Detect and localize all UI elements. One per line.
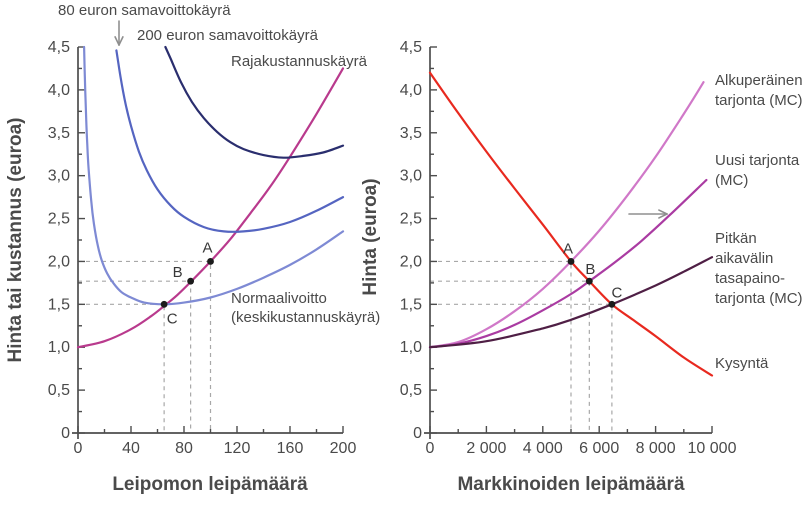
y-tick-label: 4,0 bbox=[48, 82, 70, 99]
curve-label-uusi-tarjonta-mc: Uusi tarjonta (MC) bbox=[715, 152, 800, 189]
point-label-c: C bbox=[167, 310, 178, 327]
point-c bbox=[608, 300, 616, 308]
y-tick-label: 3,0 bbox=[48, 168, 70, 185]
y-tick-label: 3,5 bbox=[48, 125, 70, 142]
bakery-firm-chart: 0 40 80 120 160 200 0 0,5 1,0 1,5 2,0 2,5 3,0 3,5 4,0 4… bbox=[48, 2, 380, 457]
curve-kysynt bbox=[428, 71, 714, 377]
curve-pitk-n-aikav-lin-tasapainotarjonta-mc bbox=[428, 256, 714, 349]
right-x-axis-title: Markkinoiden leipämäärä bbox=[457, 474, 685, 495]
bakery-market-chart: 0 2 000 4 000 6 000 8 000 10 000 0 0,5 1,0 1,5 2,0… bbox=[400, 39, 803, 457]
y-tick-label: 0 bbox=[61, 425, 70, 442]
y-tick-label: 4,5 bbox=[400, 39, 422, 56]
y-tick-label: 2,0 bbox=[48, 253, 70, 270]
x-tick-label: 8 000 bbox=[636, 440, 676, 457]
curve-normaalivoitto-keskikustannusk-yr bbox=[83, 45, 345, 306]
right-y-axis-title: Hinta (euroa) bbox=[360, 178, 381, 296]
point-a bbox=[567, 258, 575, 265]
point-label-b: B bbox=[585, 261, 595, 278]
point-label-a: A bbox=[563, 240, 573, 257]
y-tick-label: 1,0 bbox=[400, 339, 422, 356]
y-tick-label: 1,5 bbox=[400, 296, 422, 313]
x-tick-label: 0 bbox=[426, 440, 435, 457]
y-tick-label: 3,0 bbox=[400, 168, 422, 185]
guide-lines-point-c bbox=[78, 303, 165, 433]
y-tick-label: 1,5 bbox=[48, 296, 70, 313]
curve-label-rajakustannusk-yr: Rajakustannuskäyrä bbox=[231, 53, 368, 70]
point-b bbox=[187, 277, 195, 285]
y-tick-label: 2,5 bbox=[400, 211, 422, 228]
curve-label-200-euron-samavoittok-yr: 200 euron samavoittokäyrä bbox=[137, 27, 319, 44]
curve-label-normaalivoitto-keskikustannusk-yr: Normaalivoitto (keskikustannuskäyrä) bbox=[231, 290, 380, 326]
curve-rajakustannusk-yr bbox=[76, 67, 345, 349]
x-tick-label: 120 bbox=[224, 440, 251, 457]
point-label-c: C bbox=[611, 284, 622, 301]
shift-arrow bbox=[114, 20, 124, 46]
left-y-axis-title: Hinta tai kustannus (euroa) bbox=[5, 117, 26, 363]
x-tick-label: 2 000 bbox=[466, 440, 506, 457]
x-tick-label: 10 000 bbox=[688, 440, 737, 457]
point-label-b: B bbox=[173, 264, 183, 281]
curve-label-80-euron-samavoittok-yr: 80 euron samavoittokäyrä bbox=[58, 2, 231, 19]
curve-label-kysynt: Kysyntä bbox=[715, 355, 769, 372]
curve-uusi-tarjonta-mc bbox=[428, 178, 708, 349]
point-c bbox=[160, 300, 168, 308]
y-tick-label: 2,0 bbox=[400, 253, 422, 270]
point-label-a: A bbox=[202, 239, 212, 256]
y-tick-label: 4,5 bbox=[48, 39, 70, 56]
guide-lines-point-a bbox=[430, 260, 572, 433]
curve-label-alkuper-inen-tarjonta-mc: Alkuperäinen tarjonta (MC) bbox=[715, 72, 803, 109]
x-tick-label: 6 000 bbox=[579, 440, 619, 457]
point-b bbox=[585, 277, 593, 285]
y-tick-label: 0 bbox=[413, 425, 422, 442]
guide-lines-point-c bbox=[430, 303, 613, 433]
guide-lines-point-b bbox=[430, 280, 590, 433]
curve-80-euron-samavoittok-yr bbox=[115, 49, 345, 233]
x-tick-label: 4 000 bbox=[523, 440, 563, 457]
y-tick-label: 2,5 bbox=[48, 211, 70, 228]
y-tick-label: 4,0 bbox=[400, 82, 422, 99]
curve-label-pitk-n-aikav-lin-tasapaino-tarjonta-mc: Pitkän aikavälin tasapaino-tarjonta (MC) bbox=[715, 230, 803, 307]
x-tick-label: 160 bbox=[277, 440, 304, 457]
left-x-axis-title: Leipomon leipämäärä bbox=[112, 474, 308, 495]
x-tick-label: 200 bbox=[330, 440, 357, 457]
y-tick-label: 0,5 bbox=[48, 382, 70, 399]
x-tick-label: 80 bbox=[175, 440, 193, 457]
point-a bbox=[207, 258, 214, 265]
curve-200-euron-samavoittok-yr bbox=[164, 45, 345, 159]
y-tick-label: 1,0 bbox=[48, 339, 70, 356]
y-tick-label: 3,5 bbox=[400, 125, 422, 142]
x-tick-label: 0 bbox=[74, 440, 83, 457]
y-tick-label: 0,5 bbox=[400, 382, 422, 399]
x-tick-label: 40 bbox=[122, 440, 140, 457]
shift-arrow bbox=[628, 209, 668, 219]
